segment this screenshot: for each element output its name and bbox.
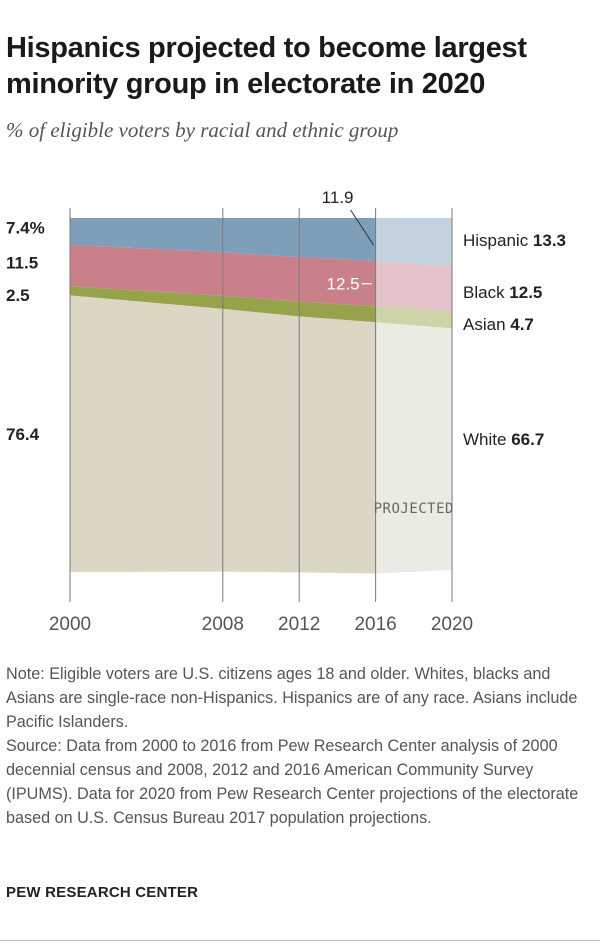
projected-label: PROJECTED: [374, 501, 454, 517]
x-tick-label-2000: 2000: [49, 614, 91, 630]
bottom-divider: [0, 940, 600, 941]
label-layer: PROJECTED 7.4% 11.5 2.5 76.4 Hispanic 13.3 Bla…: [6, 188, 566, 517]
stacked-area-chart: PROJECTED 7.4% 11.5 2.5 76.4 Hispanic 13.3 Bla…: [6, 188, 566, 630]
x-tick-label-2020: 2020: [431, 614, 473, 630]
start-label-asian: 2.5: [6, 286, 30, 305]
start-label-white: 76.4: [6, 425, 40, 444]
start-label-black: 11.5: [6, 254, 38, 273]
annotation-leader-hispanic: [350, 209, 375, 246]
x-tick-label-2008: 2008: [202, 614, 244, 630]
area-hispanic-projected: [375, 218, 452, 267]
x-tick-label-2012: 2012: [278, 614, 320, 630]
chart-title: Hispanics projected to become largest mi…: [6, 32, 527, 100]
chart-subtitle: % of eligible voters by racial and ethni…: [6, 118, 399, 142]
annotation-black-2016: 12.5: [327, 275, 360, 294]
annotation-hispanic-2016: 11.9: [322, 188, 354, 207]
end-label-hispanic: Hispanic 13.3: [463, 231, 566, 250]
source-organization: PEW RESEARCH CENTER: [6, 884, 199, 901]
source-text: Source: Data from 2000 to 2016 from Pew …: [6, 737, 579, 827]
x-tick-label-2016: 2016: [354, 614, 396, 630]
area-black-projected: [375, 261, 452, 312]
gridline-layer: [69, 208, 453, 602]
start-label-hispanic: 7.4%: [6, 218, 45, 237]
x-axis: 2000 2008 2012 2016 2020: [49, 614, 473, 630]
end-label-asian: Asian 4.7: [463, 315, 534, 334]
note-text: Note: Eligible voters are U.S. citizens …: [6, 665, 578, 731]
area-layer: [70, 218, 452, 574]
end-label-black: Black 12.5: [463, 283, 542, 302]
area-white-projected: [375, 322, 452, 574]
end-label-white: White 66.7: [463, 430, 544, 449]
area-asian-projected: [375, 306, 452, 329]
chart-notes: Note: Eligible voters are U.S. citizens …: [6, 662, 594, 830]
